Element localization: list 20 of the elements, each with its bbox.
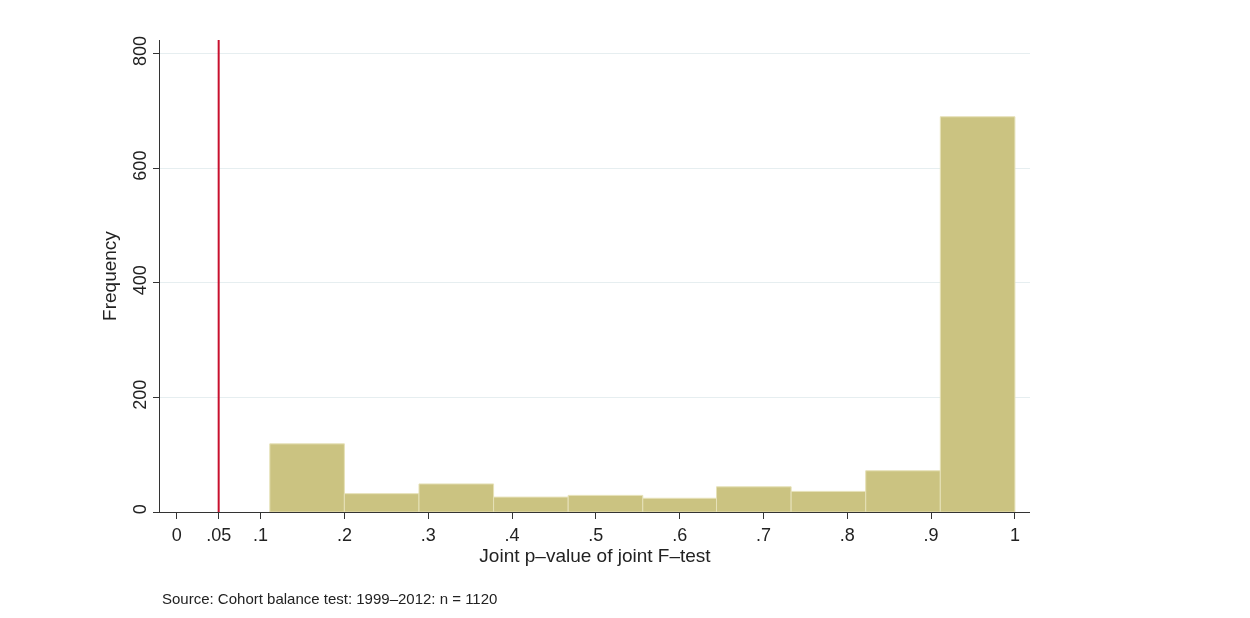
x-tick-label: .2	[336, 524, 352, 545]
x-tick-label: 0	[171, 524, 182, 545]
x-tick-label: .9	[923, 524, 939, 545]
x-tick-label: .8	[839, 524, 855, 545]
x-tick-label: .5	[588, 524, 604, 545]
x-tick-label: .4	[504, 524, 520, 545]
x-tick-label: .05	[206, 524, 232, 545]
x-tick-label: 1	[1009, 524, 1020, 545]
x-tick-label: .6	[672, 524, 688, 545]
y-tick-label: 0	[129, 504, 150, 515]
x-axis-title: Joint p–value of joint F–test	[479, 544, 712, 566]
y-tick-label: 800	[129, 36, 150, 67]
y-axis-title: Frequency	[98, 230, 120, 321]
y-tick-label: 600	[129, 150, 150, 181]
x-tick-label: .1	[253, 524, 269, 545]
y-tick-label: 200	[129, 379, 150, 410]
y-tick-label: 400	[129, 265, 150, 296]
x-tick-label: .3	[420, 524, 436, 545]
x-tick-label: .7	[755, 524, 771, 545]
source-note: Source: Cohort balance test: 1999–2012: n = 1120	[162, 590, 498, 607]
